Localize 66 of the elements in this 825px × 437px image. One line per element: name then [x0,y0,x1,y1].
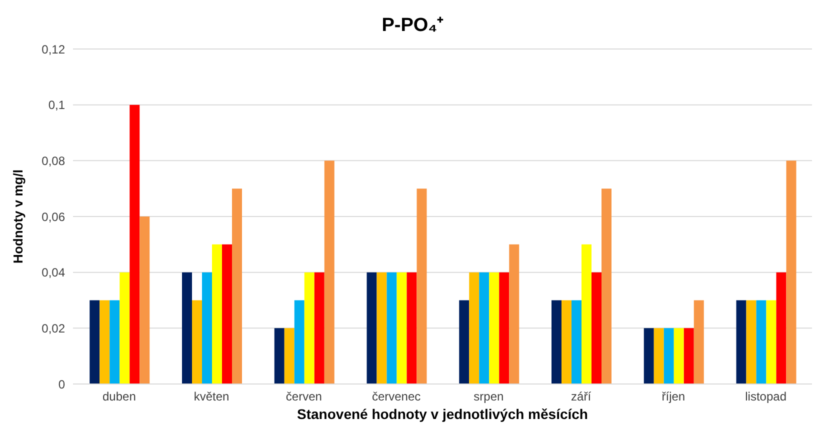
bar [274,328,284,384]
bar [582,244,592,384]
bar [222,244,232,384]
x-tick-label: květen [194,390,230,404]
bar [110,300,120,384]
bar [674,328,684,384]
bar [284,328,294,384]
bar [314,272,324,384]
bar [644,328,654,384]
bar [776,272,786,384]
bar [212,244,222,384]
bar [499,272,510,384]
bar [376,272,387,384]
bar [202,272,212,384]
y-tick-label: 0,06 [42,210,66,224]
bar [756,300,766,384]
bar [786,160,796,384]
bar [736,300,746,384]
bar [746,300,756,384]
x-tick-label: červenec [372,390,421,404]
bar [416,188,427,384]
bar [469,272,480,384]
bar [324,160,334,384]
bar [766,300,776,384]
y-tick-label: 0 [58,377,66,392]
bar [572,300,582,384]
bar [509,244,520,384]
bar [592,272,602,384]
bar [232,188,242,384]
bar [140,216,150,384]
bar [684,328,694,384]
bar [562,300,572,384]
x-tick-label: září [571,390,592,404]
x-tick-label: listopad [745,390,786,404]
y-tick-label: 0,02 [42,321,66,336]
bar [100,300,110,384]
x-tick-label: červen [286,390,322,404]
bar [479,272,490,384]
bar [130,104,140,384]
bar [386,272,397,384]
bar [182,272,192,384]
bar [664,328,674,384]
bar [406,272,417,384]
bar [366,272,377,384]
bar [694,300,704,384]
bar [552,300,562,384]
x-tick-label: duben [102,390,136,404]
x-axis-title: Stanovené hodnoty v jednotlivých měsících [296,406,589,422]
y-tick-label: 0,08 [42,154,66,168]
bar [304,272,314,384]
bar [459,300,470,384]
bar [120,272,130,384]
bar [396,272,407,384]
y-tick-label: 0,1 [48,98,66,112]
y-tick-label: 0,04 [42,266,66,280]
x-tick-label: srpen [474,390,504,404]
bar [90,300,100,384]
bar [489,272,500,384]
y-axis-title: Hodnoty v mg/l [10,170,26,264]
bar [192,300,202,384]
x-tick-label: říjen [662,390,686,404]
bar [654,328,664,384]
bar [294,300,304,384]
y-tick-label: 0,12 [42,42,66,56]
chart-title: P-PO₄⁺ [380,14,444,38]
bar [602,188,612,384]
